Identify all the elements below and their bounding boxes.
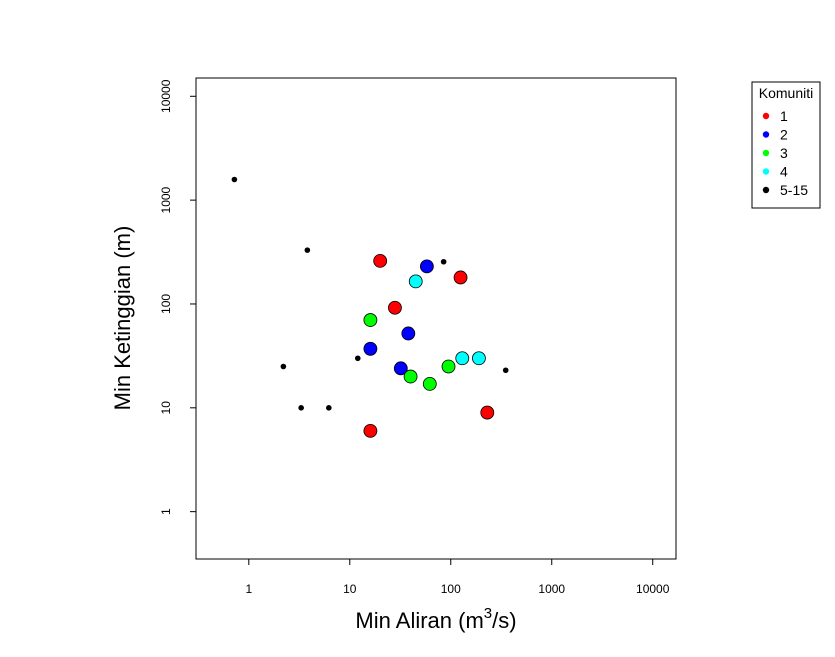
data-point-series-4 — [455, 351, 470, 366]
data-point-series-1 — [480, 405, 495, 420]
data-point-series-2 — [363, 341, 378, 356]
data-point-series-2 — [393, 361, 408, 376]
data-point-series-5-15 — [280, 363, 287, 370]
legend-marker — [762, 186, 770, 194]
data-point-series-3 — [363, 313, 378, 327]
data-point-series-1 — [388, 300, 402, 315]
data-point-series-2 — [401, 326, 416, 341]
data-point-series-3 — [441, 359, 456, 374]
legend-title: Komuniti — [759, 85, 813, 101]
data-points — [231, 176, 509, 438]
y-tick-label: 10000 — [159, 79, 173, 113]
data-point-series-3 — [403, 369, 418, 384]
y-tick-label: 10 — [159, 401, 173, 415]
y-axis: 1 10 100 1000 10000 — [159, 79, 196, 515]
legend-label: 1 — [780, 108, 788, 124]
y-axis-title: Min Ketinggian (m) — [110, 226, 135, 411]
x-tick-label: 100 — [441, 582, 461, 596]
legend-label: 4 — [780, 164, 788, 180]
y-tick-label: 100 — [159, 294, 173, 314]
data-point-series-1 — [373, 253, 388, 268]
data-point-series-2 — [419, 259, 434, 274]
legend-box — [751, 81, 821, 209]
data-point-series-5-15 — [298, 405, 304, 411]
data-point-series-4 — [472, 351, 486, 366]
legend-marker — [762, 168, 770, 175]
data-point-series-1 — [363, 423, 378, 438]
legend: Komuniti 1 2 3 4 5-15 — [751, 81, 821, 209]
legend-label: 5-15 — [780, 182, 808, 198]
plot-frame — [195, 77, 677, 560]
data-point-series-5-15 — [502, 367, 509, 374]
legend-label: 3 — [780, 145, 788, 161]
legend-marker — [762, 112, 770, 120]
y-tick-label: 1000 — [159, 186, 173, 213]
x-axis-title: Min Aliran (m3/s) — [355, 605, 516, 633]
x-tick-label: 10 — [343, 582, 357, 596]
data-point-series-5-15 — [354, 355, 361, 362]
x-axis: 1 10 100 1000 10000 — [245, 559, 670, 596]
legend-marker — [762, 149, 770, 157]
legend-label: 2 — [780, 127, 788, 143]
data-point-series-5-15 — [304, 247, 311, 253]
legend-marker — [762, 131, 770, 138]
data-point-series-1 — [453, 270, 468, 285]
y-tick-label: 1 — [159, 508, 173, 515]
data-point-series-3 — [422, 376, 437, 391]
x-tick-label: 1000 — [538, 582, 565, 596]
data-point-series-5-15 — [326, 405, 332, 411]
data-point-series-5-15 — [231, 176, 238, 183]
x-tick-label: 1 — [245, 582, 252, 596]
x-tick-label: 10000 — [636, 582, 670, 596]
data-point-series-4 — [408, 274, 423, 289]
data-point-series-5-15 — [440, 258, 447, 265]
